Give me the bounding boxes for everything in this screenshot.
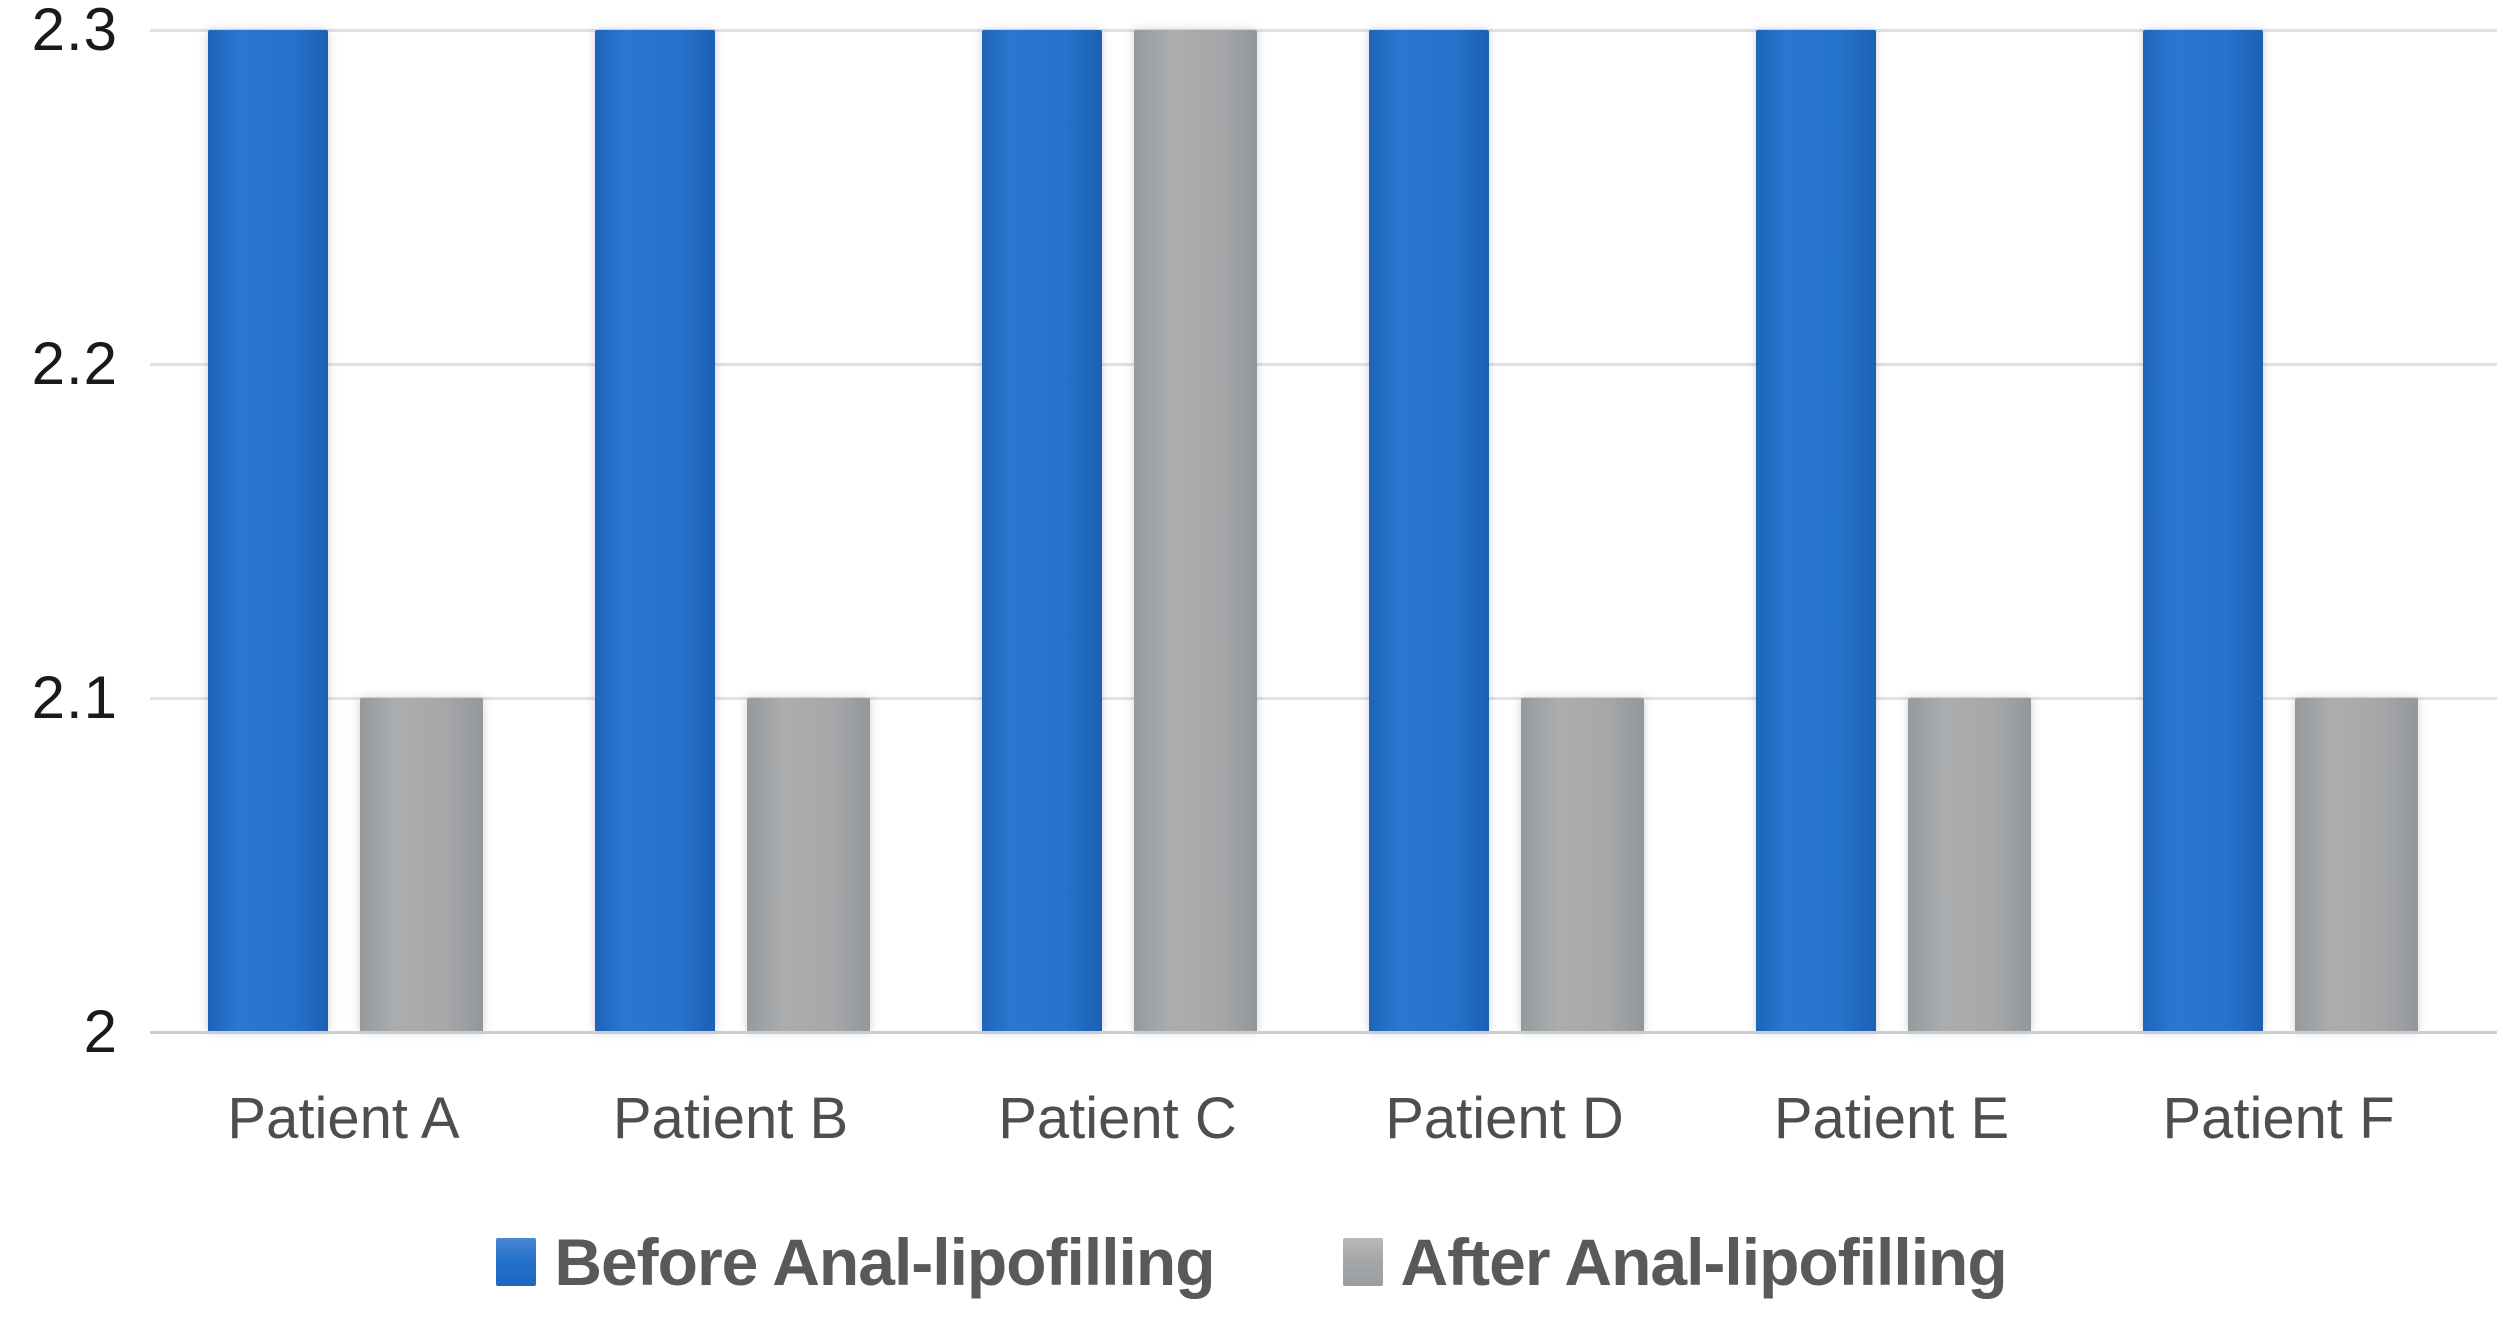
bar-before-patient-c — [982, 30, 1102, 1032]
bar-after-patient-f — [2295, 698, 2418, 1032]
legend-swatch-before — [496, 1238, 537, 1286]
x-tick-label-patient-f: Patient F — [2162, 1086, 2395, 1151]
bar-after-patient-a — [360, 698, 483, 1032]
y-tick-label-2.2: 2.2 — [31, 330, 118, 397]
x-tick-label-patient-d: Patient D — [1385, 1086, 1624, 1151]
x-tick-label-patient-b: Patient B — [612, 1086, 849, 1151]
x-tick-label-patient-e: Patient E — [1773, 1086, 2010, 1151]
legend-swatch-after — [1342, 1238, 1383, 1286]
bar-after-patient-d — [1521, 698, 1644, 1032]
y-tick-label-2.1: 2.1 — [31, 664, 118, 731]
bar-before-patient-f — [2143, 30, 2263, 1032]
y-tick-label-2: 2 — [83, 998, 118, 1065]
chart-legend: Before Anal-lipofilling After Anal-lipofi… — [0, 1222, 2503, 1302]
gridline-y-2.1 — [150, 697, 2497, 700]
legend-item-before: Before Anal-lipofilling — [496, 1225, 1216, 1299]
x-tick-label-patient-c: Patient C — [998, 1086, 1237, 1151]
x-axis-line — [150, 1031, 2497, 1034]
bar-after-patient-c — [1134, 30, 1257, 1032]
y-tick-label-2.3: 2.3 — [31, 0, 118, 63]
gridline-y-2.2 — [150, 363, 2497, 366]
gridline-y-2.3 — [150, 29, 2497, 32]
bar-before-patient-b — [595, 30, 715, 1032]
bar-before-patient-d — [1369, 30, 1489, 1032]
legend-item-after: After Anal-lipofilling — [1342, 1225, 2008, 1299]
bar-before-patient-e — [1756, 30, 1876, 1032]
legend-label-before: Before Anal-lipofilling — [554, 1225, 1215, 1299]
legend-label-after: After Anal-lipofilling — [1400, 1225, 2008, 1299]
bar-after-patient-b — [747, 698, 870, 1032]
x-tick-label-patient-a: Patient A — [227, 1086, 460, 1151]
bar-after-patient-e — [1908, 698, 2031, 1032]
bar-before-patient-a — [208, 30, 328, 1032]
